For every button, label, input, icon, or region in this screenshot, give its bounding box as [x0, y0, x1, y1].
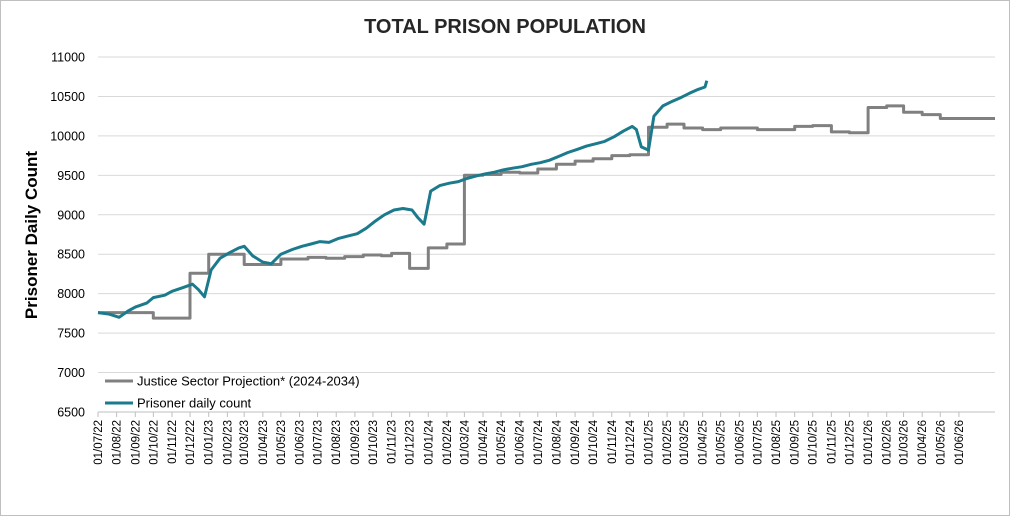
x-tick-label: 01/01/26 [863, 420, 875, 465]
x-tick-label: 01/06/26 [954, 420, 966, 465]
x-tick-label: 01/09/24 [570, 419, 582, 464]
x-tick-label: 01/03/23 [239, 420, 251, 465]
x-tick-label: 01/08/25 [771, 420, 783, 465]
x-tick-label: 01/07/22 [93, 420, 105, 465]
chart-title: TOTAL PRISON POPULATION [364, 16, 646, 38]
x-tick-label: 01/09/23 [350, 420, 362, 465]
y-tick-labels: 6500 7000 7500 8000 8500 9000 9500 10000 10500 11… [50, 51, 85, 420]
series-lines [97, 80, 995, 320]
x-tick-label: 01/11/23 [387, 420, 399, 464]
x-tick-label: 01/06/24 [515, 419, 527, 464]
x-tick-label: 01/04/23 [258, 420, 270, 465]
y-tick-label: 10500 [50, 90, 85, 104]
y-tick-label: 10000 [50, 129, 85, 143]
x-tick-label: 01/05/23 [276, 420, 288, 465]
x-tick-label: 01/07/25 [752, 420, 764, 465]
x-tick-label: 01/05/24 [496, 419, 508, 464]
x-tick-label: 01/06/23 [295, 420, 307, 465]
x-tick-label: 01/08/24 [551, 419, 563, 464]
x-tick-label: 01/03/24 [459, 419, 471, 464]
gridlines [98, 56, 995, 374]
x-axis: 01/07/22 01/08/22 01/09/22 01/10/22 01/11/22… [93, 411, 995, 465]
x-tick-label: 01/10/22 [148, 420, 160, 465]
y-tick-label: 11000 [51, 51, 85, 65]
x-tick-label: 01/08/22 [112, 420, 124, 465]
x-tick-label: 01/04/25 [698, 420, 710, 465]
x-tick-label: 01/09/25 [790, 420, 802, 465]
daily-count-series-line [97, 80, 709, 319]
x-tick-label: 01/06/25 [734, 420, 746, 465]
x-tick-label: 01/08/23 [331, 420, 343, 465]
x-tick-label: 01/01/23 [204, 420, 216, 465]
y-tick-label: 9000 [57, 208, 85, 222]
x-tick-label: 01/12/25 [844, 420, 856, 465]
x-tick-label: 01/11/22 [167, 420, 179, 464]
y-tick-label: 6500 [57, 406, 85, 420]
x-tick-label: 01/09/22 [130, 420, 142, 465]
x-tick-label: 01/02/24 [442, 419, 454, 464]
x-tick-label: 01/07/23 [313, 420, 325, 465]
legend-label: Prisoner daily count [137, 396, 252, 411]
x-tick-label: 01/02/23 [222, 420, 234, 465]
x-tick-label: 01/05/26 [935, 420, 947, 465]
x-tick-label: 01/11/24 [607, 419, 619, 464]
x-tick-label: 01/04/26 [917, 420, 929, 465]
projection-series-line [98, 104, 995, 320]
x-tick-label: 01/11/25 [826, 420, 838, 464]
x-tick-label: 01/02/26 [882, 420, 894, 465]
x-tick-label: 01/02/25 [662, 420, 674, 465]
y-tick-label: 8500 [57, 248, 85, 262]
x-tick-label: 01/10/23 [368, 420, 380, 465]
legend-label: Justice Sector Projection* (2024-2034) [137, 374, 360, 389]
x-tick-label: 01/01/25 [643, 420, 655, 465]
y-tick-label: 7000 [57, 366, 85, 380]
x-tick-label: 01/03/26 [899, 420, 911, 465]
x-tick-label: 01/07/24 [533, 419, 545, 464]
x-tick-label: 01/10/25 [808, 420, 820, 465]
x-tick-label: 01/05/25 [716, 420, 728, 465]
x-tick-label: 01/01/24 [423, 419, 435, 464]
x-tick-label: 01/10/24 [588, 419, 600, 464]
x-tick-label: 01/03/25 [679, 420, 691, 465]
x-tick-label: 01/04/24 [478, 419, 490, 464]
x-tick-label: 01/12/23 [405, 420, 417, 465]
legend: Justice Sector Projection* (2024-2034) Pr… [105, 374, 360, 411]
y-tick-label: 8000 [57, 287, 85, 301]
x-tick-label: 01/12/22 [185, 420, 197, 465]
x-tick-label: 01/12/24 [625, 419, 637, 464]
y-axis-label: Prisoner Daily Count [22, 151, 41, 319]
y-tick-label: 7500 [57, 327, 85, 341]
y-tick-label: 9500 [57, 169, 85, 183]
